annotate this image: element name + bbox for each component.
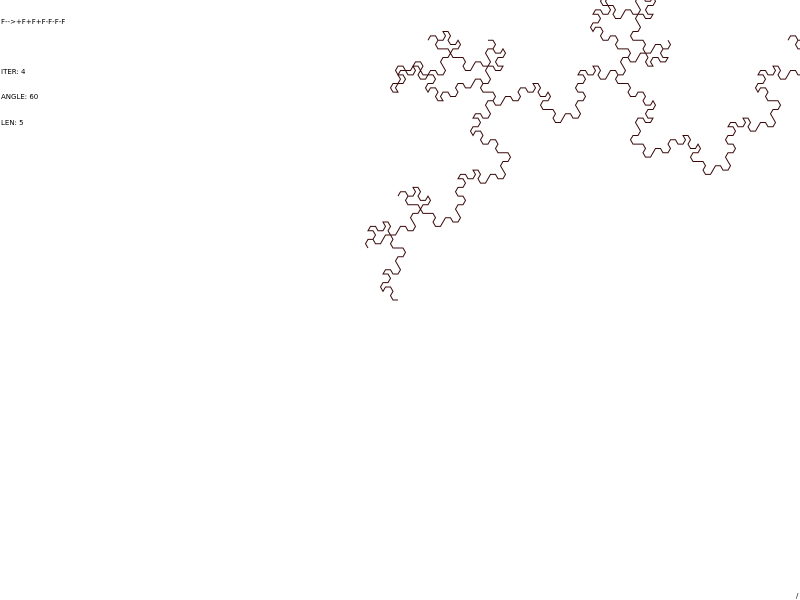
rule-text: F-->+F+F+F-F-F-F [1,17,66,26]
corner-glyph: / [796,592,799,600]
info-overlay: F-->+F+F+F-F-F-F ITER: 4 ANGLE: 60 LEN: … [1,1,65,144]
fractal-path [364,0,800,301]
spacer [1,43,65,51]
length-text: LEN: 5 [1,118,24,127]
iterations-text: ITER: 4 [1,68,26,77]
angle-text: ANGLE: 60 [1,93,39,102]
